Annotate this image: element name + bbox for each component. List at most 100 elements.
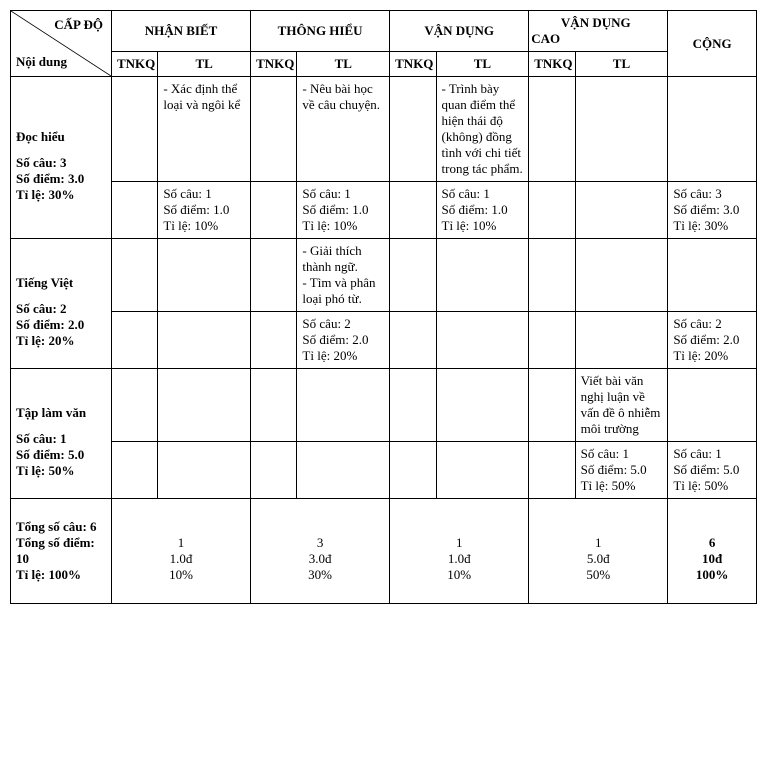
doc-hieu-summary-row: Số câu: 1 Số điểm: 1.0 Tỉ lệ: 10% Số câu… (11, 182, 757, 239)
tot-vdc-c: 1 (534, 535, 662, 551)
sub-tl-1: TL (158, 52, 251, 77)
header-nhan-biet: NHẬN BIẾT (111, 11, 250, 52)
tieng-viet-label: Tiếng Việt Số câu: 2 Số điểm: 2.0 Tỉ lệ:… (11, 239, 112, 369)
dh-nb-sum-c: Số câu: 1 (163, 186, 245, 202)
tv-nb-tnkq (111, 239, 157, 312)
tlv-nb-tnkq-sum (111, 442, 157, 499)
tv-tot-c: Số câu: 2 (673, 316, 751, 332)
dh-nb-tl-sum: Số câu: 1 Số điểm: 1.0 Tỉ lệ: 10% (158, 182, 251, 239)
dh-vd-sum-t: Tỉ lệ: 10% (442, 218, 524, 234)
tlv-th-tl (297, 369, 390, 442)
tv-th-sum-t: Tỉ lệ: 20% (302, 348, 384, 364)
sub-tnkq-2: TNKQ (251, 52, 297, 77)
corner-cell: CẤP ĐỘ Nội dung (11, 11, 112, 77)
dh-tot-c: Số câu: 3 (673, 186, 751, 202)
dh-th-tl: - Nêu bài học về câu chuyện. (297, 77, 390, 182)
sub-tl-2: TL (297, 52, 390, 77)
tieng-viet-content-row: Tiếng Việt Số câu: 2 Số điểm: 2.0 Tỉ lệ:… (11, 239, 757, 312)
tv-vd-tnkq (390, 239, 436, 312)
dh-nb-sum-d: Số điểm: 1.0 (163, 202, 245, 218)
tlv-vd-tl (436, 369, 529, 442)
tv-vdc-tl (575, 239, 668, 312)
tv-tot-d: Số điểm: 2.0 (673, 332, 751, 348)
tv-tot-t: Tỉ lệ: 20% (673, 348, 751, 364)
doc-hieu-sodiem: Số điểm: 3.0 (16, 171, 106, 187)
totals-label: Tổng số câu: 6 Tổng số điểm: 10 Tỉ lệ: 1… (11, 499, 112, 604)
header-row-2: TNKQ TL TNKQ TL TNKQ TL TNKQ TL (11, 52, 757, 77)
dh-vd-tnkq (390, 77, 436, 182)
tot-vdc-d: 5.0đ (534, 551, 662, 567)
tlv-vd-tnkq (390, 369, 436, 442)
totals-row: Tổng số câu: 6 Tổng số điểm: 10 Tỉ lệ: 1… (11, 499, 757, 604)
tv-sodiem: Số điểm: 2.0 (16, 317, 106, 333)
tv-vdc-tl-sum (575, 312, 668, 369)
dh-vdc-tnkq-sum (529, 182, 575, 239)
tv-nb-tl (158, 239, 251, 312)
tlv-total-content (668, 369, 757, 442)
tlv-vd-tnkq-sum (390, 442, 436, 499)
dh-nb-sum-t: Tỉ lệ: 10% (163, 218, 245, 234)
header-van-dung: VẬN DỤNG (390, 11, 529, 52)
tot-th-t: 30% (256, 567, 384, 583)
tot-all-d: 10đ (673, 551, 751, 567)
dh-th-sum-d: Số điểm: 1.0 (302, 202, 384, 218)
tlv-vdc-sum-t: Tỉ lệ: 50% (581, 478, 663, 494)
tlv-th-tl-sum (297, 442, 390, 499)
tlv-nb-tl (158, 369, 251, 442)
header-vdc-line2: CAO (529, 31, 662, 47)
dh-nb-tnkq (111, 77, 157, 182)
tot-lbl-d: Tổng số điểm: 10 (16, 535, 106, 567)
tlv-socau: Số câu: 1 (16, 431, 106, 447)
tv-nb-tl-sum (158, 312, 251, 369)
dh-vdc-tl-sum (575, 182, 668, 239)
tv-th-tnkq-sum (251, 312, 297, 369)
doc-hieu-tile: Tỉ lệ: 30% (16, 187, 106, 203)
tlv-title: Tập làm văn (16, 405, 106, 421)
assessment-matrix-table: CẤP ĐỘ Nội dung NHẬN BIẾT THÔNG HIỂU VẬN… (10, 10, 757, 604)
tv-total-sum: Số câu: 2 Số điểm: 2.0 Tỉ lệ: 20% (668, 312, 757, 369)
tlv-tot-d: Số điểm: 5.0 (673, 462, 751, 478)
tot-vd-d: 1.0đ (395, 551, 523, 567)
tv-title: Tiếng Việt (16, 275, 106, 291)
tv-vd-tl (436, 239, 529, 312)
totals-vdc: 1 5.0đ 50% (529, 499, 668, 604)
dh-vdc-tl (575, 77, 668, 182)
dh-th-sum-t: Tỉ lệ: 10% (302, 218, 384, 234)
dh-vd-sum-c: Số câu: 1 (442, 186, 524, 202)
dh-vd-sum-d: Số điểm: 1.0 (442, 202, 524, 218)
dh-th-tnkq-sum (251, 182, 297, 239)
doc-hieu-title: Đọc hiểu (16, 129, 106, 145)
tlv-sodiem: Số điểm: 5.0 (16, 447, 106, 463)
tlv-total-sum: Số câu: 1 Số điểm: 5.0 Tỉ lệ: 50% (668, 442, 757, 499)
tv-socau: Số câu: 2 (16, 301, 106, 317)
tot-lbl-t: Tỉ lệ: 100% (16, 567, 106, 583)
dh-vd-tnkq-sum (390, 182, 436, 239)
tv-tile: Tỉ lệ: 20% (16, 333, 106, 349)
totals-all: 6 10đ 100% (668, 499, 757, 604)
header-thong-hieu: THÔNG HIỂU (251, 11, 390, 52)
tv-vd-tnkq-sum (390, 312, 436, 369)
tap-lam-van-content-row: Tập làm văn Số câu: 1 Số điểm: 5.0 Tỉ lệ… (11, 369, 757, 442)
totals-nb: 1 1.0đ 10% (111, 499, 250, 604)
tv-th-tl: - Giải thích thành ngữ. - Tìm và phân lo… (297, 239, 390, 312)
tv-th-tnkq (251, 239, 297, 312)
doc-hieu-content-row: Đọc hiểu Số câu: 3 Số điểm: 3.0 Tỉ lệ: 3… (11, 77, 757, 182)
header-row-1: CẤP ĐỘ Nội dung NHẬN BIẾT THÔNG HIỂU VẬN… (11, 11, 757, 52)
tot-lbl-c: Tổng số câu: 6 (16, 519, 106, 535)
tv-vdc-tnkq (529, 239, 575, 312)
dh-th-sum-c: Số câu: 1 (302, 186, 384, 202)
tap-lam-van-label: Tập làm văn Số câu: 1 Số điểm: 5.0 Tỉ lệ… (11, 369, 112, 499)
tot-all-c: 6 (673, 535, 751, 551)
tlv-nb-tl-sum (158, 442, 251, 499)
dh-nb-tl: - Xác định thể loại và ngôi kể (158, 77, 251, 182)
tot-nb-d: 1.0đ (117, 551, 245, 567)
tlv-th-tnkq-sum (251, 442, 297, 499)
tlv-nb-tnkq (111, 369, 157, 442)
tot-th-d: 3.0đ (256, 551, 384, 567)
tot-th-c: 3 (256, 535, 384, 551)
tlv-vd-tl-sum (436, 442, 529, 499)
tot-vd-c: 1 (395, 535, 523, 551)
dh-vd-tl-sum: Số câu: 1 Số điểm: 1.0 Tỉ lệ: 10% (436, 182, 529, 239)
dh-nb-tnkq-sum (111, 182, 157, 239)
dh-vdc-tnkq (529, 77, 575, 182)
